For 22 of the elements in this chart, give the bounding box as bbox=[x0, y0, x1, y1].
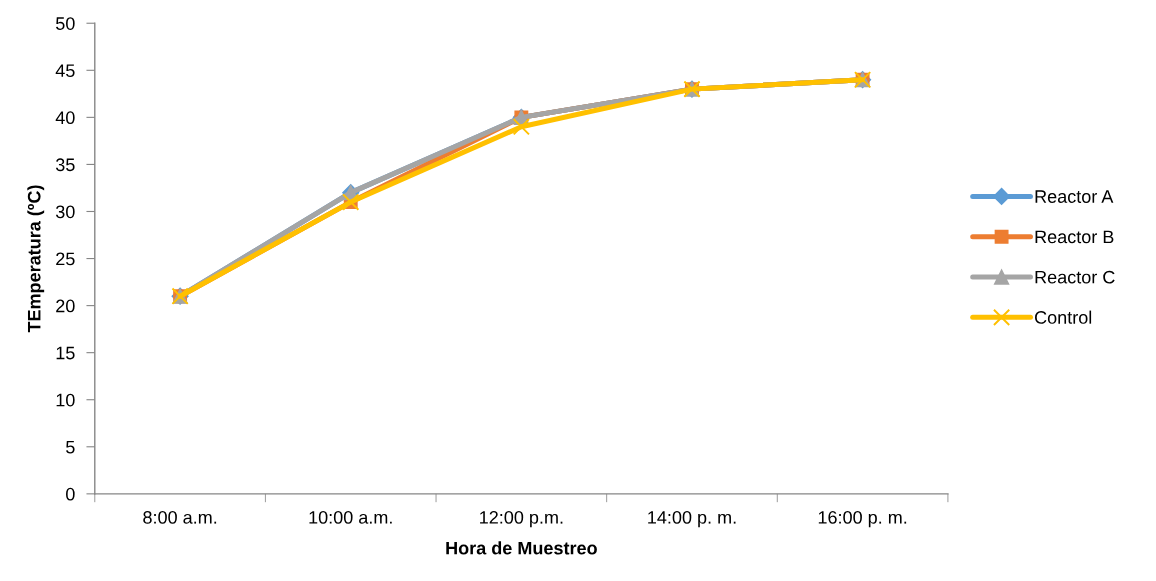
y-tick-label: 0 bbox=[66, 487, 75, 501]
y-tick-label: 45 bbox=[55, 64, 75, 78]
y-tick-label: 25 bbox=[56, 252, 75, 266]
y-tick-label: 30 bbox=[55, 205, 75, 219]
x-tick-label: 8:00 a.m. bbox=[143, 510, 217, 524]
y-tick-label: 5 bbox=[66, 440, 75, 454]
x-tick-label: 14:00 p. m. bbox=[648, 510, 736, 528]
legend-label: Reactor A bbox=[1035, 190, 1114, 203]
legend-label: Reactor C bbox=[1035, 270, 1115, 284]
y-axis-title: TEmperatura (ºC) bbox=[27, 185, 45, 333]
y-tick-label: 50 bbox=[55, 17, 75, 30]
x-tick-label: 16:00 p. m. bbox=[818, 510, 907, 528]
y-tick-label: 15 bbox=[56, 346, 75, 360]
y-tick-label: 20 bbox=[56, 299, 75, 313]
x-tick-label: 12:00 p.m. bbox=[480, 510, 563, 528]
legend-label: Control bbox=[1035, 310, 1092, 324]
x-axis-title: Hora de Muestreo bbox=[446, 541, 597, 555]
y-tick-label: 35 bbox=[55, 158, 75, 172]
x-tick-label: 10:00 a.m. bbox=[309, 510, 392, 524]
legend-label: Reactor B bbox=[1035, 230, 1114, 244]
y-tick-label: 10 bbox=[56, 393, 75, 407]
y-tick-label: 40 bbox=[55, 111, 75, 125]
